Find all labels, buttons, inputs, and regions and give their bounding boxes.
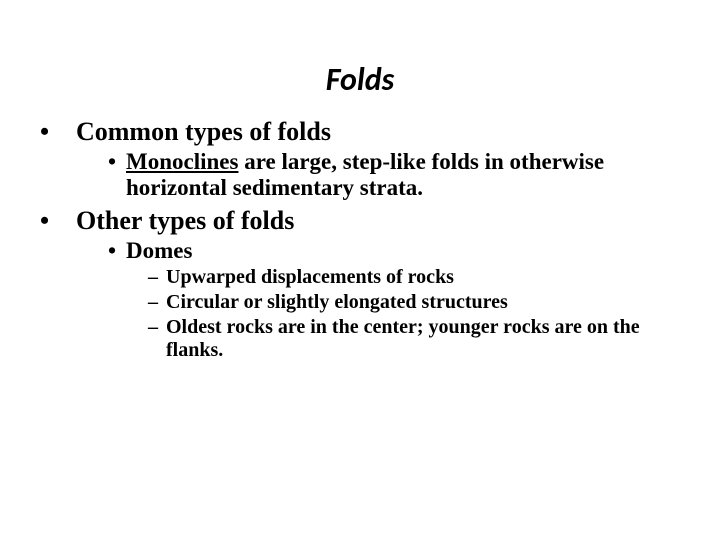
- bullet-text: Circular or slightly elongated structure…: [166, 291, 508, 314]
- slide-title: Folds: [0, 60, 720, 99]
- dash-icon: –: [148, 291, 166, 314]
- bullet-common-types: • Common types of folds: [40, 117, 680, 147]
- term-monoclines: Monoclines: [126, 149, 238, 174]
- bullet-text: Domes: [126, 238, 192, 264]
- bullet-icon: •: [108, 149, 126, 202]
- bullet-icon: •: [40, 206, 76, 236]
- bullet-domes: • Domes: [108, 238, 650, 264]
- bullet-text: Monoclines are large, step-like folds in…: [126, 149, 650, 202]
- bullet-icon: •: [40, 117, 76, 147]
- bullet-icon: •: [108, 238, 126, 264]
- bullet-domes-detail-2: – Circular or slightly elongated structu…: [148, 291, 650, 314]
- bullet-text: Oldest rocks are in the center; younger …: [166, 316, 650, 362]
- dash-icon: –: [148, 316, 166, 362]
- slide-content: • Common types of folds • Monoclines are…: [40, 117, 680, 362]
- bullet-monoclines: • Monoclines are large, step-like folds …: [108, 149, 650, 202]
- bullet-domes-detail-1: – Upwarped displacements of rocks: [148, 266, 650, 289]
- slide: Folds • Common types of folds • Monoclin…: [0, 60, 720, 540]
- bullet-text: Common types of folds: [76, 117, 331, 147]
- dash-icon: –: [148, 266, 166, 289]
- bullet-text: Other types of folds: [76, 206, 294, 236]
- bullet-domes-detail-3: – Oldest rocks are in the center; younge…: [148, 316, 650, 362]
- bullet-text: Upwarped displacements of rocks: [166, 266, 454, 289]
- bullet-other-types: • Other types of folds: [40, 206, 680, 236]
